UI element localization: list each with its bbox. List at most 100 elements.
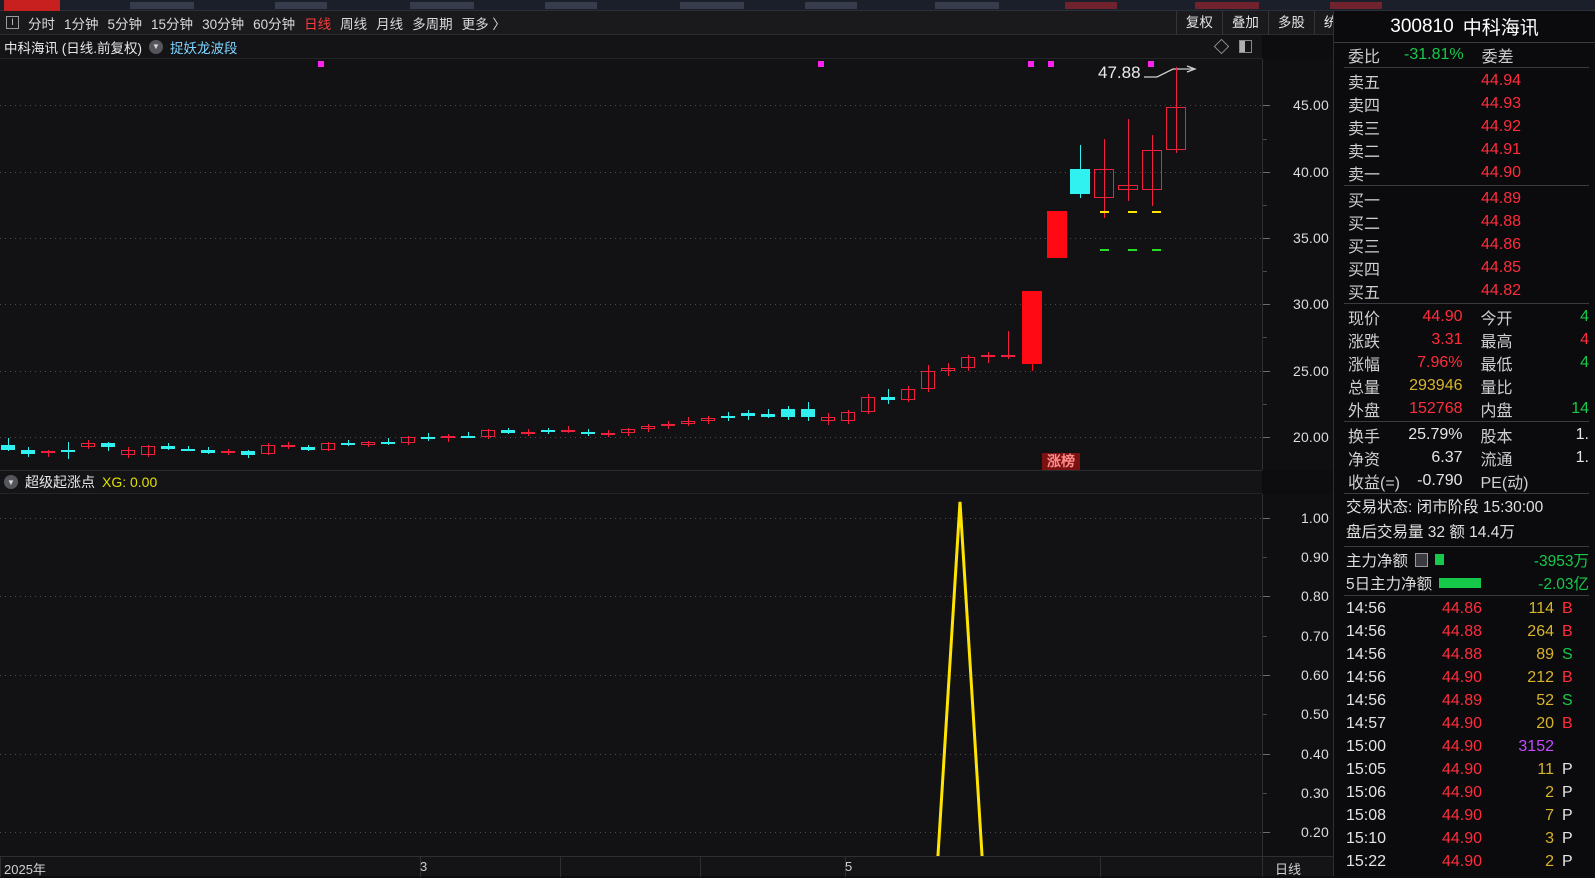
top-strip-item[interactable] [130, 2, 194, 9]
tick-row[interactable]: 15:05 44.90 11 P [1334, 758, 1595, 781]
candle-wick [467, 431, 469, 439]
quote-stat-row: 现价 44.90 今开 4 [1334, 305, 1595, 328]
tick-row[interactable]: 15:06 44.90 2 P [1334, 781, 1595, 804]
tick-row[interactable]: 14:56 44.88 264 B [1334, 620, 1595, 643]
tick-row[interactable]: 14:56 44.89 52 S [1334, 689, 1595, 712]
chart-strategy-label[interactable]: 捉妖龙波段 [170, 40, 238, 56]
split-panel-icon[interactable] [1239, 40, 1252, 53]
candlestick [761, 409, 775, 419]
ask-level-row[interactable]: 卖三 44.92 [1334, 115, 1595, 138]
top-strip-item[interactable] [805, 2, 857, 9]
quote-fundamental-row: 净资 6.37 流通 1. [1334, 446, 1595, 469]
single-pane-icon[interactable]: I [6, 16, 19, 29]
indicator-chart-canvas[interactable] [0, 494, 1262, 856]
tick-row[interactable]: 14:56 44.86 114 B [1334, 597, 1595, 620]
tick-row[interactable]: 14:57 44.90 20 B [1334, 712, 1595, 735]
top-strip-item[interactable] [275, 2, 327, 9]
tick-row[interactable]: 15:10 44.90 3 P [1334, 827, 1595, 850]
candle-body [961, 357, 975, 368]
top-strip-item[interactable] [410, 2, 474, 9]
tick-volume: 11 [1537, 760, 1554, 778]
candle-body [101, 443, 115, 448]
period-item-2[interactable]: 5分钟 [107, 16, 143, 32]
candlestick [921, 365, 935, 392]
candlestick [261, 443, 275, 456]
tick-row[interactable]: 14:56 44.88 89 S [1334, 643, 1595, 666]
diamond-icon[interactable] [1213, 38, 1230, 55]
signal-dash-yellow [1128, 211, 1137, 213]
tick-time: 14:56 [1346, 645, 1387, 663]
ask-level-row[interactable]: 卖二 44.91 [1334, 138, 1595, 161]
ask-level-row[interactable]: 卖一 44.90 [1334, 161, 1595, 184]
top-strip-item[interactable] [680, 2, 744, 9]
top-strip-logo[interactable] [4, 0, 60, 11]
period-item-5[interactable]: 60分钟 [253, 16, 296, 32]
bid-level-row[interactable]: 买三 44.86 [1334, 233, 1595, 256]
bid-level-row[interactable]: 买五 44.82 [1334, 279, 1595, 302]
candle-wick [1175, 66, 1177, 154]
quote-name: 中科海讯 [1462, 18, 1539, 39]
candle-body [441, 435, 455, 439]
level-label: 卖一 [1348, 166, 1381, 184]
toolbar-button-1[interactable]: 叠加 [1221, 10, 1268, 35]
tag-rank[interactable]: 涨榜 [1042, 453, 1080, 470]
bid-level-row[interactable]: 买四 44.85 [1334, 256, 1595, 279]
top-strip-item[interactable] [545, 2, 597, 9]
after-hours-volume: 盘后交易量 32 额 14.4万 [1346, 524, 1515, 541]
stat-label: 外盘 [1348, 402, 1381, 420]
tick-list[interactable]: 14:56 44.86 114 B 14:56 44.88 264 B 14:56 44.88 89… [1334, 597, 1595, 873]
tick-row[interactable]: 15:00 44.90 3152 [1334, 735, 1595, 758]
bid-level-row[interactable]: 买二 44.88 [1334, 210, 1595, 233]
top-strip-item[interactable] [1065, 2, 1117, 9]
date-axis-separator [0, 857, 1, 877]
quote-stat-row: 总量 293946 量比 [1334, 374, 1595, 397]
price-axis-minor-tick [1263, 205, 1267, 206]
fund-label-2: 流通 [1480, 451, 1513, 469]
indicator-axis-tick [1263, 518, 1270, 519]
tick-time: 14:56 [1346, 622, 1387, 640]
price-chart-canvas[interactable]: 47.88 股鸣通WWW.GUMINGTONG.COM.CN 减 预 涨榜 [0, 59, 1262, 470]
candle-body [61, 450, 75, 453]
top-strip-item[interactable] [1330, 2, 1382, 9]
tick-price: 44.86 [1441, 599, 1482, 617]
candle-body [41, 451, 55, 454]
period-item-10[interactable]: 更多 〉 [461, 16, 506, 32]
stat-value-2: 4 [1580, 353, 1589, 371]
candle-wick [147, 444, 149, 457]
period-item-8[interactable]: 月线 [376, 16, 404, 32]
top-strip-item[interactable] [1195, 2, 1259, 9]
period-item-4[interactable]: 30分钟 [202, 16, 245, 32]
candlestick [1166, 66, 1186, 154]
tick-volume: 20 [1536, 714, 1554, 732]
divider [1344, 185, 1589, 186]
candle-wick [987, 352, 989, 363]
candle-wick [1151, 134, 1153, 207]
price-axis-minor-tick [1263, 271, 1267, 272]
candle-wick [267, 443, 269, 456]
chevron-down-icon[interactable]: ▼ [149, 39, 163, 54]
chevron-down-icon[interactable]: ▼ [4, 475, 18, 489]
ask-level-row[interactable]: 卖四 44.93 [1334, 92, 1595, 115]
period-item-3[interactable]: 15分钟 [151, 16, 194, 32]
bid-level-row[interactable]: 买一 44.89 [1334, 187, 1595, 210]
divider [1344, 546, 1589, 547]
candlestick [741, 410, 755, 420]
indicator-value: XG: 0.00 [102, 474, 158, 490]
top-strip-item[interactable] [935, 2, 999, 9]
period-item-6[interactable]: 日线 [304, 16, 332, 32]
price-callout-value: 47.88 [1098, 63, 1141, 82]
tick-row[interactable]: 15:08 44.90 7 P [1334, 804, 1595, 827]
period-item-1[interactable]: 1分钟 [64, 16, 99, 32]
period-item-9[interactable]: 多周期 [412, 16, 453, 32]
indicator-axis-label: 0.90 [1300, 549, 1329, 565]
period-item-7[interactable]: 周线 [340, 16, 368, 32]
price-axis-label: 30.00 [1292, 296, 1329, 312]
tick-row[interactable]: 14:56 44.90 212 B [1334, 666, 1595, 689]
tick-row[interactable]: 15:22 44.90 2 P [1334, 850, 1595, 873]
toolbar-button-2[interactable]: 多股 [1267, 10, 1314, 35]
period-item-0[interactable]: 分时 [28, 16, 55, 32]
ledger-icon[interactable] [1415, 552, 1429, 567]
stat-value-2: 4 [1580, 307, 1589, 325]
ask-level-row[interactable]: 卖五 44.94 [1334, 69, 1595, 92]
toolbar-button-0[interactable]: 复权 [1175, 10, 1222, 35]
